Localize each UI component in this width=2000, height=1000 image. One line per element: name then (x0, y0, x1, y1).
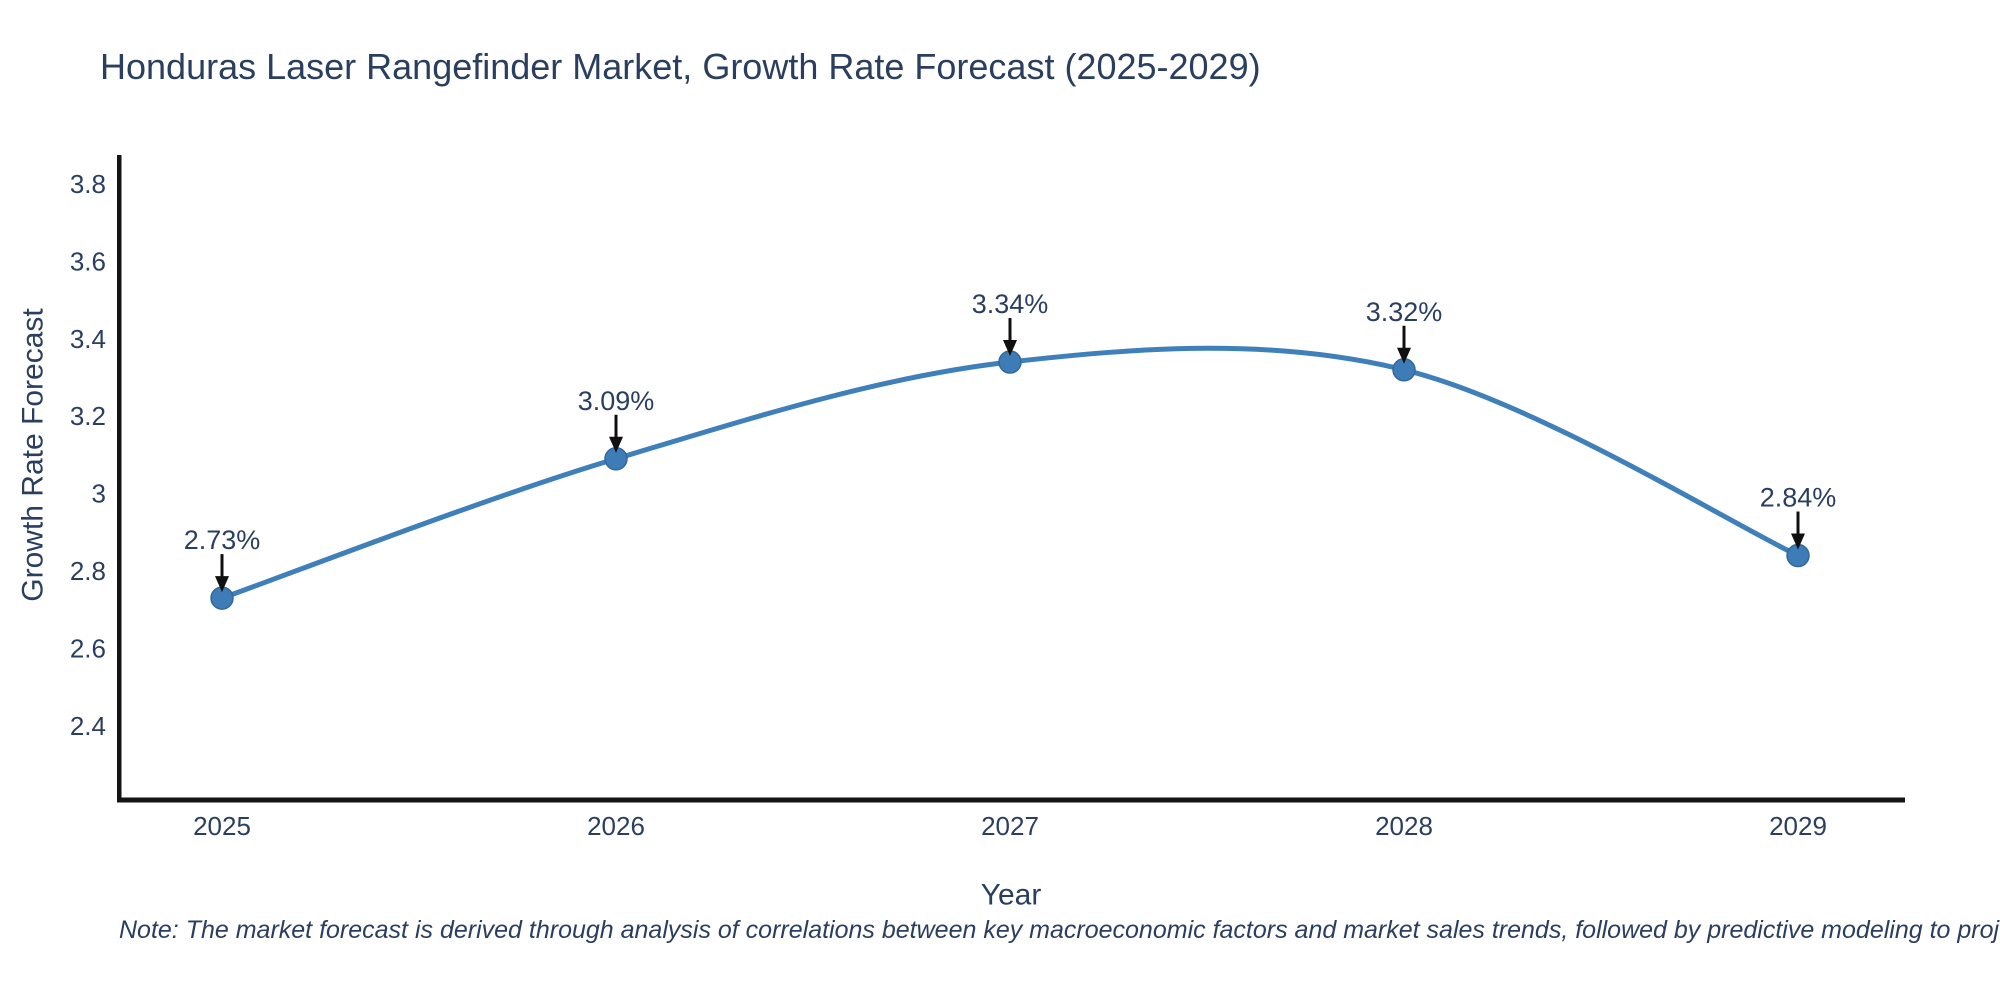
x-axis-line (117, 797, 1905, 803)
y-tick-label: 2.8 (70, 556, 106, 586)
point-annotation: 3.09% (578, 386, 655, 453)
point-value-label: 2.84% (1760, 483, 1837, 513)
y-axis-line (117, 155, 122, 802)
point-annotation: 3.34% (972, 289, 1049, 357)
y-tick-label: 2.4 (70, 711, 106, 741)
y-axis-tick-labels: 3.8 3.6 3.4 3.2 3 2.8 2.6 2.4 (70, 169, 106, 741)
point-annotation: 2.73% (184, 525, 261, 593)
y-tick-label: 3.6 (70, 246, 106, 276)
x-axis-tick-labels: 2025 2026 2027 2028 2029 (193, 811, 1827, 841)
y-axis-title: Growth Rate Forecast (17, 308, 50, 602)
series-line (219, 345, 1801, 601)
annotation-arrowhead-icon (609, 436, 623, 453)
y-tick-label: 3.4 (70, 324, 106, 354)
point-annotations: 2.73% 3.09% 3.34% 3.32% 2.84% (184, 289, 1837, 593)
point-annotation: 3.32% (1366, 297, 1443, 364)
point-value-label: 3.09% (578, 386, 655, 416)
y-tick-label: 3.8 (70, 169, 106, 199)
y-tick-label: 3 (92, 479, 106, 509)
annotation-arrowhead-icon (1397, 347, 1411, 364)
point-value-label: 3.34% (972, 289, 1049, 319)
line-series (210, 345, 1810, 610)
annotation-arrowhead-icon (1791, 533, 1805, 550)
x-tick-label: 2025 (193, 811, 251, 841)
annotation-arrowhead-icon (215, 576, 229, 593)
annotation-arrowhead-icon (1003, 340, 1017, 357)
y-tick-label: 2.6 (70, 633, 106, 663)
x-tick-label: 2028 (1375, 811, 1433, 841)
point-value-label: 2.73% (184, 525, 261, 555)
footnote: Note: The market forecast is derived thr… (119, 916, 2000, 944)
x-tick-label: 2026 (587, 811, 645, 841)
point-annotation: 2.84% (1760, 483, 1837, 550)
x-tick-label: 2027 (981, 811, 1039, 841)
axis-lines (117, 155, 1905, 803)
x-axis-title: Year (981, 879, 1042, 912)
chart-title: Honduras Laser Rangefinder Market, Growt… (100, 46, 1261, 87)
y-tick-label: 3.2 (70, 401, 106, 431)
x-tick-label: 2029 (1769, 811, 1827, 841)
point-value-label: 3.32% (1366, 297, 1443, 327)
